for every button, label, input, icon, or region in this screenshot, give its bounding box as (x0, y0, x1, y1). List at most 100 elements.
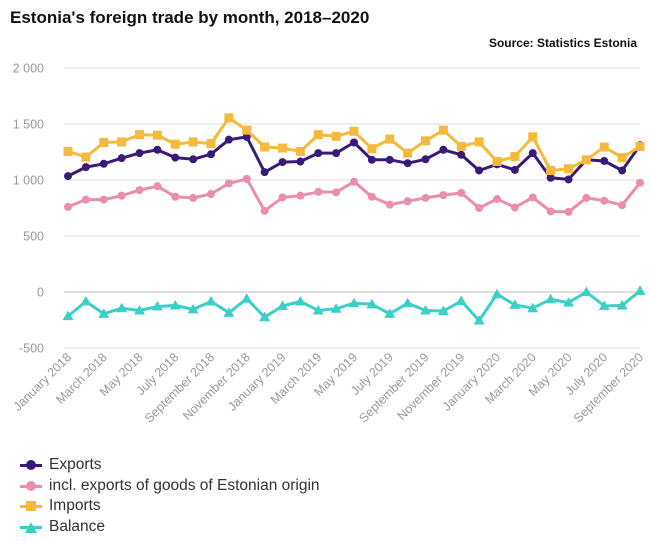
data-point (546, 173, 555, 182)
data-point (582, 193, 591, 202)
data-point (81, 195, 90, 204)
data-point (171, 192, 180, 201)
data-point (295, 146, 305, 156)
data-point (151, 301, 163, 311)
data-point (617, 153, 627, 163)
data-point (152, 130, 162, 140)
legend-item: Exports (20, 455, 320, 476)
data-point (242, 174, 251, 183)
y-tick-label: 500 (23, 230, 44, 244)
data-point (618, 166, 627, 175)
data-point (598, 300, 610, 310)
data-point (600, 196, 609, 205)
data-point (457, 188, 466, 197)
y-tick-label: -500 (19, 342, 44, 356)
circle-marker-icon (20, 459, 42, 471)
data-point (277, 300, 288, 310)
chart-legend: Exports incl. exports of goods of Estonia… (20, 455, 320, 537)
data-point (314, 149, 323, 158)
data-point (99, 195, 108, 204)
legend-label: Exports (49, 456, 102, 474)
data-point (510, 165, 519, 174)
data-point (545, 293, 557, 304)
data-point (134, 304, 145, 315)
data-point (510, 203, 519, 212)
data-point (367, 144, 377, 154)
data-point (493, 195, 501, 204)
data-point (580, 286, 592, 296)
y-tick-label: 1 500 (13, 118, 44, 132)
data-point (242, 125, 252, 135)
data-point (64, 202, 72, 211)
data-point (474, 137, 484, 147)
data-point (528, 193, 537, 202)
data-point (564, 207, 573, 216)
data-point (403, 159, 412, 168)
data-point (206, 139, 216, 149)
data-point (456, 141, 466, 151)
data-point (260, 142, 270, 152)
data-point (473, 315, 485, 325)
data-point (421, 155, 430, 164)
data-point (528, 149, 537, 158)
data-point (278, 158, 287, 167)
data-point (332, 149, 341, 158)
data-point (259, 311, 271, 322)
data-point (402, 297, 414, 308)
legend-label: incl. exports of goods of Estonian origi… (49, 476, 320, 494)
y-tick-label: 1 000 (13, 174, 44, 188)
data-point (564, 164, 573, 174)
data-point (99, 159, 108, 168)
data-point (350, 177, 358, 186)
data-point (546, 207, 555, 216)
data-point (117, 154, 126, 163)
legend-label: Balance (49, 517, 106, 535)
data-point (314, 187, 323, 196)
data-point (636, 178, 644, 187)
data-point (367, 192, 376, 201)
data-point (367, 155, 376, 164)
data-point (296, 191, 305, 200)
data-point (331, 131, 341, 141)
data-point (437, 305, 449, 316)
data-point (385, 155, 394, 164)
data-point (80, 296, 92, 306)
data-point (153, 145, 162, 154)
legend-item: incl. exports of goods of Estonian origi… (20, 476, 320, 497)
data-point (312, 304, 324, 315)
y-tick-label: 0 (37, 286, 44, 300)
data-point (223, 307, 235, 317)
data-point (581, 155, 591, 165)
data-point (491, 288, 503, 299)
data-point (403, 148, 413, 158)
data-point (278, 143, 287, 153)
data-point (205, 296, 217, 306)
data-point (616, 299, 628, 310)
data-point (528, 132, 538, 142)
data-point (116, 302, 128, 313)
data-point (313, 130, 323, 140)
data-point (439, 191, 448, 200)
data-point (224, 135, 233, 144)
data-point (421, 193, 430, 202)
data-point (420, 304, 431, 315)
data-point (169, 299, 181, 310)
data-point (207, 190, 215, 198)
data-point (242, 132, 251, 141)
data-point (332, 188, 341, 197)
data-point (563, 297, 574, 307)
data-point (349, 126, 359, 136)
data-point (260, 206, 269, 215)
data-point (350, 138, 358, 147)
data-point (117, 191, 126, 200)
data-point (135, 130, 144, 140)
y-tick-label: 2 000 (13, 62, 44, 76)
data-point (385, 200, 394, 209)
data-point (296, 157, 305, 166)
data-point (455, 295, 467, 305)
data-point (457, 150, 466, 159)
data-point (81, 152, 91, 162)
data-point (385, 134, 395, 144)
data-point (384, 308, 396, 318)
